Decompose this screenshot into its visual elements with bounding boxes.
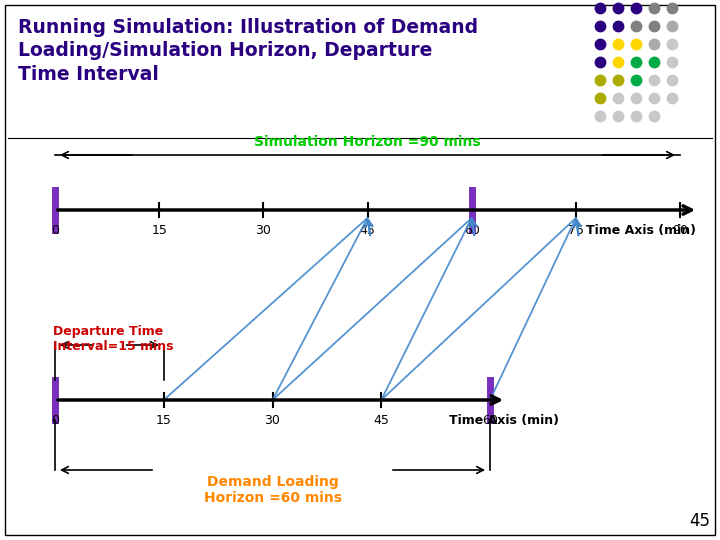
FancyBboxPatch shape [5,5,715,535]
Text: Simulation Horizon =90 mins: Simulation Horizon =90 mins [254,135,481,149]
Text: Time Axis (min): Time Axis (min) [586,224,696,237]
Text: Demand Loading
Horizon =60 mins: Demand Loading Horizon =60 mins [204,475,341,505]
Text: 0: 0 [51,414,59,427]
Text: 75: 75 [568,224,584,237]
Text: 0: 0 [51,224,59,237]
Text: 15: 15 [156,414,171,427]
Text: 45: 45 [373,414,390,427]
Text: Time Axis (min): Time Axis (min) [449,414,559,427]
Text: Departure Time
Interval=15 mins: Departure Time Interval=15 mins [53,325,174,353]
Text: 15: 15 [151,224,167,237]
Text: 60: 60 [464,224,480,237]
Text: 30: 30 [256,224,271,237]
Text: 45: 45 [689,512,710,530]
Text: 90: 90 [672,224,688,237]
Text: 30: 30 [264,414,280,427]
Text: Running Simulation: Illustration of Demand
Loading/Simulation Horizon, Departure: Running Simulation: Illustration of Dema… [18,18,478,84]
Text: 45: 45 [359,224,375,237]
Text: 60: 60 [482,414,498,427]
